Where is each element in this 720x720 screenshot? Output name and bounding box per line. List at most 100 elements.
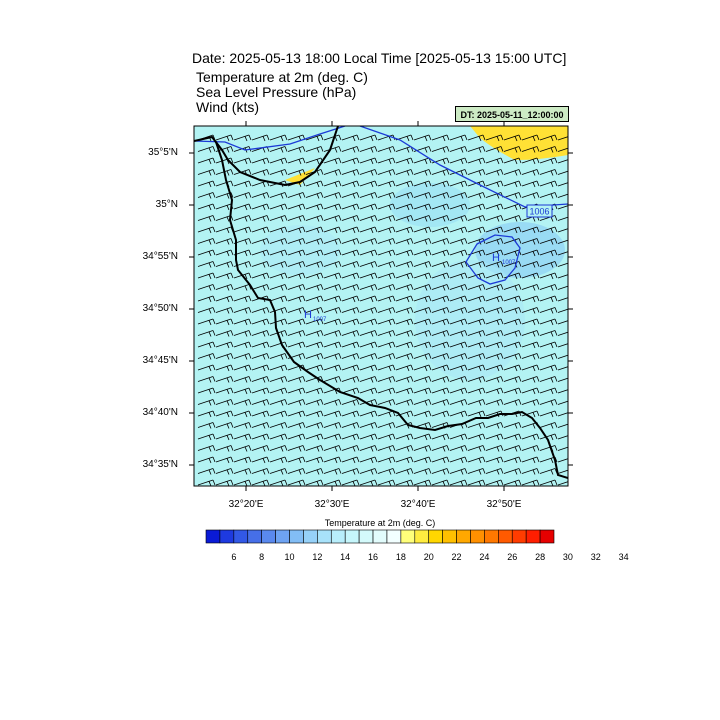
wind-barb <box>341 249 360 257</box>
wind-barb <box>233 157 252 165</box>
wind-barb <box>539 134 558 142</box>
wind-barb <box>449 134 468 142</box>
wind-barb <box>197 169 216 176</box>
wind-barb <box>557 193 568 198</box>
wind-barb <box>341 215 360 222</box>
wind-barb <box>377 180 396 188</box>
wind-barb <box>503 192 522 199</box>
wind-barb <box>557 170 568 175</box>
wind-barb <box>251 169 270 176</box>
wind-barb <box>395 410 414 418</box>
wind-barb <box>557 216 568 221</box>
wind-barb <box>305 284 324 291</box>
wind-barb <box>269 422 288 429</box>
wind-barb <box>251 445 270 452</box>
wind-barb <box>557 136 568 141</box>
wind-barb <box>269 272 288 280</box>
wind-barb <box>395 387 414 395</box>
wind-barb <box>251 433 270 441</box>
wind-barb <box>287 272 306 280</box>
wind-barb <box>539 410 558 418</box>
wind-barb <box>305 468 324 475</box>
wind-barb <box>197 295 216 303</box>
wind-barb <box>251 376 270 383</box>
wind-barb <box>197 468 216 475</box>
wind-barb <box>215 249 234 257</box>
wind-barb <box>395 445 414 452</box>
wind-barb <box>503 180 522 188</box>
wind-barb <box>485 456 504 464</box>
wind-barb <box>539 238 558 245</box>
wind-barb <box>251 284 270 291</box>
wind-barb <box>323 318 342 326</box>
wind-barb <box>521 479 540 486</box>
wind-barb <box>431 318 450 326</box>
wind-barb <box>323 410 342 418</box>
wind-barb <box>269 410 288 418</box>
wind-barb <box>251 203 270 211</box>
wind-barb <box>269 353 288 360</box>
wind-barb <box>341 318 360 326</box>
wind-barb <box>359 134 378 142</box>
wind-barb <box>485 307 504 314</box>
wind-barb <box>539 307 558 314</box>
colorbar-label: 16 <box>368 552 379 562</box>
wind-barb <box>377 307 396 314</box>
wind-barb <box>287 192 306 199</box>
wind-barb <box>197 215 216 222</box>
wind-barb <box>269 399 288 406</box>
wind-barb <box>305 295 324 303</box>
wind-barb <box>359 238 378 245</box>
wind-barb <box>323 146 342 153</box>
wind-barb <box>233 295 252 303</box>
wind-barb <box>341 468 360 475</box>
wind-barb <box>557 458 568 463</box>
wind-barb <box>233 318 252 326</box>
wind-barb <box>287 295 306 303</box>
wind-barb <box>485 203 504 211</box>
wind-barb <box>359 479 378 486</box>
wind-barb <box>413 433 432 441</box>
wind-barb <box>503 456 522 464</box>
wind-barb <box>233 215 252 222</box>
wind-barb <box>413 387 432 395</box>
lat-label: 35°N <box>155 199 178 210</box>
wind-barb <box>431 376 450 383</box>
wind-barb <box>341 410 360 418</box>
wind-barb <box>503 157 522 165</box>
wind-barb <box>341 261 360 268</box>
wind-barb <box>341 295 360 303</box>
wind-barb <box>305 238 324 245</box>
wind-barb <box>233 134 252 142</box>
wind-barb <box>521 376 540 383</box>
wind-barb <box>539 249 558 257</box>
wind-barb <box>431 284 450 291</box>
wind-barb <box>269 295 288 303</box>
wind-barb <box>485 341 504 349</box>
wind-barb <box>467 330 486 337</box>
wind-barb <box>395 364 414 372</box>
wind-barb <box>269 203 288 211</box>
wind-barb <box>395 157 414 165</box>
wind-barb <box>215 445 234 452</box>
wind-barb <box>539 180 558 188</box>
wind-barb <box>395 203 414 211</box>
wind-barb <box>197 157 216 165</box>
wind-barb <box>269 376 288 383</box>
wind-barb <box>197 387 216 395</box>
wind-barb <box>539 272 558 280</box>
wind-barb <box>395 353 414 360</box>
wind-barb <box>467 422 486 429</box>
wind-barb <box>557 389 568 394</box>
wind-barb <box>233 180 252 188</box>
wind-barb <box>557 251 568 256</box>
lon-label: 32°20'E <box>228 499 264 510</box>
wind-barb <box>521 410 540 418</box>
wind-barb <box>341 399 360 406</box>
wind-barb <box>521 226 540 234</box>
wind-barb <box>503 226 522 234</box>
wind-barb <box>539 422 558 429</box>
wind-barb <box>449 456 468 464</box>
wind-barb <box>215 330 234 337</box>
wind-barb <box>503 169 522 176</box>
